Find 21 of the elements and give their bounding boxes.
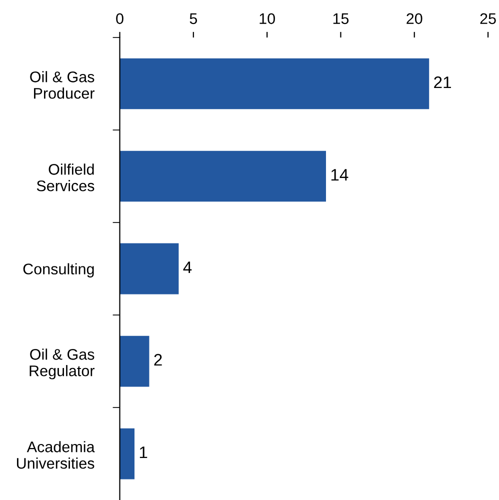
x-tick-label: 25 xyxy=(480,13,496,24)
data-label: 1 xyxy=(140,446,148,458)
y-tick-label: Oil & Gas Regulator xyxy=(30,348,95,380)
x-tick-label: 15 xyxy=(333,13,349,24)
y-tick-label: Oilfield Services xyxy=(36,164,94,192)
bar xyxy=(120,428,134,480)
bar xyxy=(120,336,150,387)
y-tick-label: Consulting xyxy=(23,263,94,278)
data-label: 4 xyxy=(183,262,192,274)
data-label: 2 xyxy=(154,354,162,366)
bar xyxy=(120,58,430,110)
bar xyxy=(120,150,326,202)
y-tick-label: Oil & Gas Producer xyxy=(30,71,95,99)
bar xyxy=(120,243,179,294)
x-tick-label: 10 xyxy=(260,13,275,24)
x-tick-label: 20 xyxy=(406,13,422,24)
data-label: 21 xyxy=(434,76,451,88)
x-tick-label: 0 xyxy=(116,13,124,24)
y-tick-label: Academia Universities xyxy=(16,441,95,469)
x-tick-label: 5 xyxy=(190,13,198,24)
data-label: 14 xyxy=(331,169,348,181)
